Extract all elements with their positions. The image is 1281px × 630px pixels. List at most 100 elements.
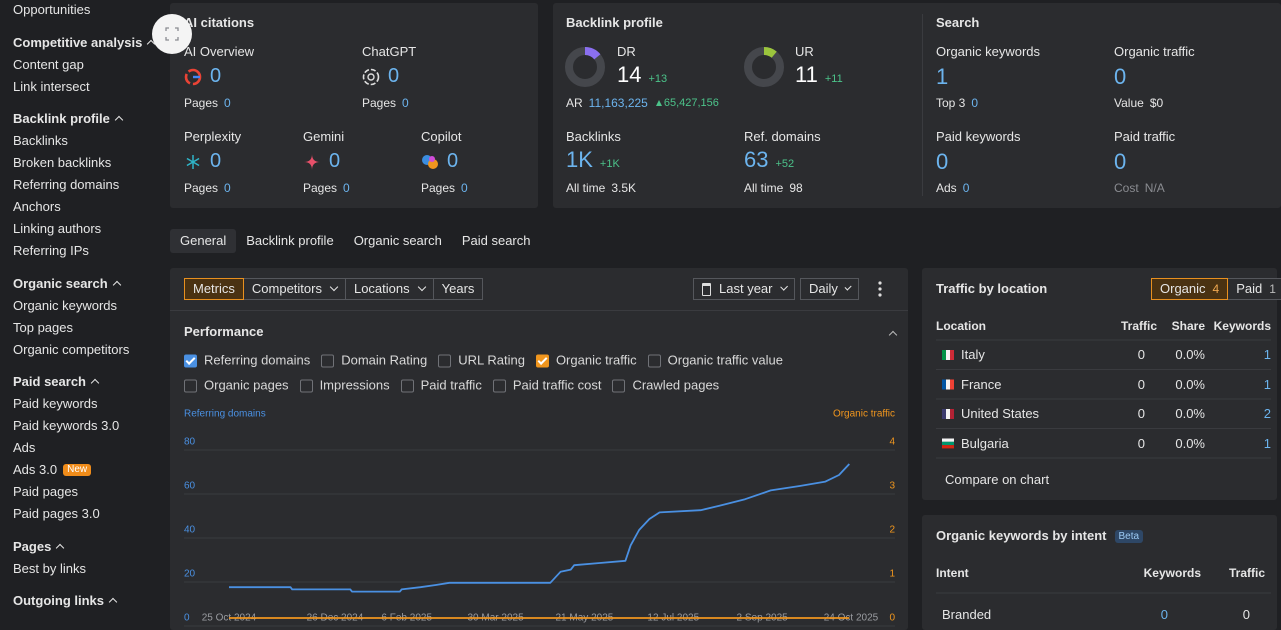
option-label: Organic traffic xyxy=(555,352,637,368)
checkbox xyxy=(400,379,414,392)
nav-section-title[interactable]: Backlink profile xyxy=(13,111,124,127)
column-header: Traffic xyxy=(1120,319,1157,333)
tab[interactable]: General xyxy=(170,229,237,253)
metric-value-row: 0 xyxy=(936,149,948,175)
metric-sub-row: Pages 0 xyxy=(303,180,350,196)
metric-sub-value: 0 xyxy=(224,181,231,195)
metric-value: 0 xyxy=(936,149,949,174)
overview-card xyxy=(553,3,1281,208)
nav-item[interactable]: Paid pages xyxy=(13,484,79,499)
nav-item[interactable]: Ads 3.0 New xyxy=(13,462,92,478)
collapse-toggle[interactable] xyxy=(884,325,898,341)
card-title: AI citations xyxy=(184,15,255,30)
nav-section-label: Paid search xyxy=(13,374,86,389)
cell: 0 xyxy=(1137,347,1145,362)
interval-button[interactable]: Daily xyxy=(800,278,859,300)
metric-option[interactable]: Organic traffic xyxy=(535,352,637,369)
card-title: Backlink profile xyxy=(566,15,663,30)
source-name: AI Overview xyxy=(184,44,255,59)
metric-sub-label: All time xyxy=(744,181,784,195)
nav-section-title[interactable]: Pages xyxy=(13,538,65,555)
metric-sub-row: All time 3.5K xyxy=(566,180,636,196)
nav-section-title[interactable]: Organic search xyxy=(13,276,121,292)
toggle-button[interactable]: Organic 4 xyxy=(1151,278,1229,300)
metric-value: 0 xyxy=(329,150,341,172)
nav-item[interactable]: Ads xyxy=(13,440,36,455)
metric-option[interactable]: Organic pages xyxy=(184,378,289,394)
metric-sub-row: Value $0 xyxy=(1114,95,1163,111)
nav-item[interactable]: Organic competitors xyxy=(13,341,130,357)
toggle-label: Paid xyxy=(1236,281,1263,296)
card-title: Traffic by location xyxy=(936,281,1048,296)
column-header: Share xyxy=(1171,319,1205,333)
option-label: Paid traffic xyxy=(420,377,482,393)
tab[interactable]: Backlink profile xyxy=(246,233,334,248)
nav-item[interactable]: Content gap xyxy=(13,56,84,72)
period-button[interactable]: Last year xyxy=(693,278,795,300)
keyword-link[interactable]: 1 xyxy=(1263,376,1271,392)
nav-item[interactable]: Linking authors xyxy=(13,221,102,236)
keyword-link[interactable]: 1 xyxy=(1263,347,1271,362)
cell: 0 xyxy=(1242,607,1250,622)
metric-option[interactable]: Paid traffic cost xyxy=(492,377,602,394)
nav-item[interactable]: Opportunities xyxy=(13,2,91,17)
card-title-row: Organic keywords by intent Beta xyxy=(936,528,1144,544)
view-button[interactable]: Competitors xyxy=(242,278,346,300)
source-name: Perplexity xyxy=(184,129,242,144)
nav-item[interactable]: Referring IPs xyxy=(13,243,89,258)
keyword-link[interactable]: 0 xyxy=(1160,607,1168,622)
metric-option[interactable]: Organic traffic value xyxy=(647,352,783,369)
nav-item[interactable]: Top pages xyxy=(13,319,73,335)
option-label: Crawled pages xyxy=(632,377,720,393)
nav-item[interactable]: Best by links xyxy=(13,560,86,576)
metric-value-row: 0 xyxy=(447,148,458,176)
metric-option[interactable]: Paid traffic xyxy=(400,377,482,394)
nav-item[interactable]: Paid keywords 3.0 xyxy=(13,418,120,433)
nav-item[interactable]: Link intersect xyxy=(13,78,90,94)
toggle-button[interactable]: Paid 1 xyxy=(1227,278,1281,300)
metric-value-row: 1 xyxy=(936,64,948,90)
metric-value-row: 14 +13 xyxy=(617,62,667,92)
tab[interactable]: Paid search xyxy=(461,233,531,248)
metric-change: 65,427,156 xyxy=(663,97,719,109)
nav-section-label: Pages xyxy=(13,538,52,554)
view-button[interactable]: Metrics xyxy=(184,278,244,300)
view-button[interactable]: Years xyxy=(432,278,484,300)
location-name: France xyxy=(961,376,1002,392)
option-label: Organic traffic value xyxy=(667,352,783,368)
nav-item[interactable]: Paid keywords xyxy=(13,396,98,411)
nav-item[interactable]: Organic keywords xyxy=(13,297,118,313)
nav-item[interactable]: Backlinks xyxy=(13,133,68,148)
option-label: Paid traffic cost xyxy=(512,377,602,393)
nav-section-title[interactable]: Outgoing links xyxy=(13,593,118,609)
view-button-label: Metrics xyxy=(193,281,235,296)
view-button-label: Locations xyxy=(353,281,410,296)
metric-sub-label: Cost xyxy=(1114,181,1139,195)
metric-option[interactable]: Referring domains xyxy=(184,353,310,369)
keyword-link[interactable]: 2 xyxy=(1263,406,1271,421)
metric-option[interactable]: Crawled pages xyxy=(612,378,719,394)
metric-option[interactable]: Impressions xyxy=(299,378,390,394)
metric-option[interactable]: Domain Rating xyxy=(321,353,427,369)
tab[interactable]: Organic search xyxy=(353,233,442,248)
nav-section-title[interactable]: Competitive analysis xyxy=(13,35,156,51)
metric-value-row: 0 xyxy=(210,63,221,91)
metric-value-row: 0 xyxy=(210,148,221,176)
compare-link[interactable]: Compare on chart xyxy=(945,472,1050,487)
nav-item[interactable]: Anchors xyxy=(13,199,61,214)
metric-sub-value: 98 xyxy=(789,181,803,195)
nav-item[interactable]: Paid pages 3.0 xyxy=(13,506,100,521)
toggle-label: Organic xyxy=(1160,281,1206,296)
metric-option[interactable]: URL Rating xyxy=(438,353,525,369)
chevron-icon xyxy=(108,597,118,607)
nav-section-title[interactable]: Paid search xyxy=(13,374,100,390)
view-button[interactable]: Locations xyxy=(344,278,434,300)
chevron-icon xyxy=(888,330,898,340)
nav-item[interactable]: Broken backlinks xyxy=(13,155,112,170)
column-header: Keywords xyxy=(1143,566,1201,580)
metric-sub-row: All time 98 xyxy=(744,180,803,196)
nav-item[interactable]: Referring domains xyxy=(13,177,120,192)
keyword-link[interactable]: 1 xyxy=(1263,435,1271,451)
up-triangle xyxy=(655,100,662,106)
card-title: Search xyxy=(936,15,980,30)
